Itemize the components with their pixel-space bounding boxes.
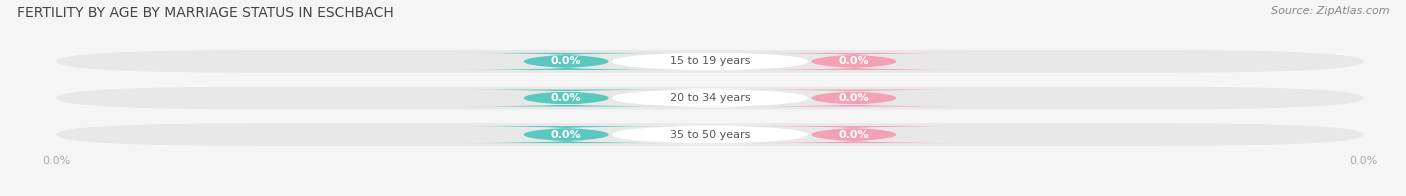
Text: 0.0%: 0.0%	[551, 130, 582, 140]
FancyBboxPatch shape	[744, 53, 963, 70]
FancyBboxPatch shape	[457, 53, 676, 70]
FancyBboxPatch shape	[744, 90, 963, 106]
Text: 15 to 19 years: 15 to 19 years	[669, 56, 751, 66]
Text: Source: ZipAtlas.com: Source: ZipAtlas.com	[1271, 6, 1389, 16]
FancyBboxPatch shape	[56, 87, 1364, 109]
FancyBboxPatch shape	[612, 52, 808, 71]
FancyBboxPatch shape	[56, 123, 1364, 146]
FancyBboxPatch shape	[612, 125, 808, 144]
Text: FERTILITY BY AGE BY MARRIAGE STATUS IN ESCHBACH: FERTILITY BY AGE BY MARRIAGE STATUS IN E…	[17, 6, 394, 20]
FancyBboxPatch shape	[457, 90, 676, 106]
Text: 0.0%: 0.0%	[838, 93, 869, 103]
FancyBboxPatch shape	[56, 50, 1364, 73]
FancyBboxPatch shape	[457, 126, 676, 143]
Text: 0.0%: 0.0%	[551, 56, 582, 66]
Text: 0.0%: 0.0%	[838, 56, 869, 66]
Text: 0.0%: 0.0%	[838, 130, 869, 140]
FancyBboxPatch shape	[612, 88, 808, 108]
Text: 35 to 50 years: 35 to 50 years	[669, 130, 751, 140]
Text: 20 to 34 years: 20 to 34 years	[669, 93, 751, 103]
Text: 0.0%: 0.0%	[551, 93, 582, 103]
FancyBboxPatch shape	[744, 126, 963, 143]
